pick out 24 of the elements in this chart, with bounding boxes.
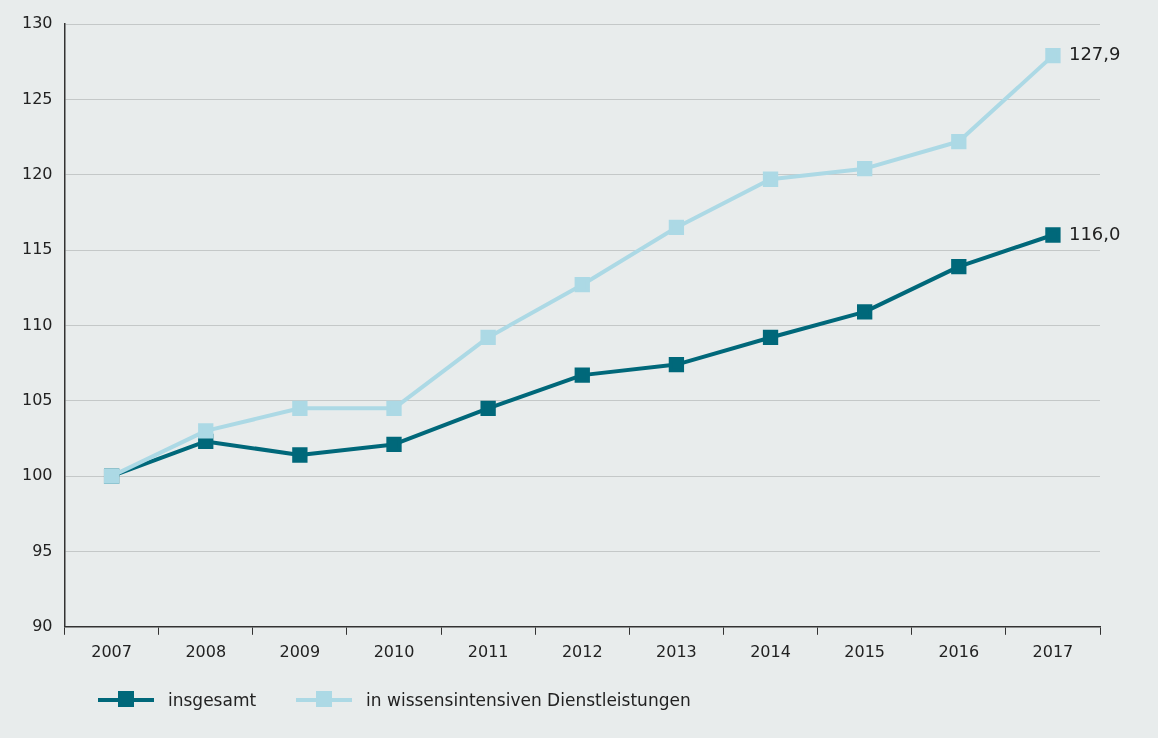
x-tick-label: 2016 <box>938 641 980 661</box>
x-tick-label: 2013 <box>656 641 697 661</box>
y-tick-label: 100 <box>21 465 53 485</box>
x-tick-label: 2015 <box>844 641 886 661</box>
data-label: 116,0 <box>1068 222 1121 244</box>
y-tick-label: 105 <box>21 389 53 409</box>
x-tick-label: 2008 <box>185 641 227 661</box>
x-tick-label: 2012 <box>561 641 603 661</box>
x-tick-label: 2014 <box>750 641 791 661</box>
legend-label: in wissensintensiven Dienstleistungen <box>366 690 691 710</box>
x-tick-label: 2010 <box>373 641 415 661</box>
data-label: 127,9 <box>1068 43 1121 65</box>
y-tick-label: 115 <box>21 239 53 259</box>
y-tick-label: 95 <box>32 540 53 560</box>
x-tick-label: 2007 <box>91 641 132 661</box>
y-tick-label: 130 <box>21 13 53 33</box>
y-tick-label: 110 <box>21 314 53 334</box>
y-tick-label: 90 <box>32 615 53 635</box>
legend-label: insgesamt <box>168 690 257 710</box>
y-tick-label: 120 <box>21 163 53 183</box>
x-tick-label: 2011 <box>467 641 509 661</box>
y-tick-label: 125 <box>21 88 53 108</box>
x-tick-label: 2009 <box>279 641 321 661</box>
x-tick-label: 2017 <box>1032 641 1074 661</box>
